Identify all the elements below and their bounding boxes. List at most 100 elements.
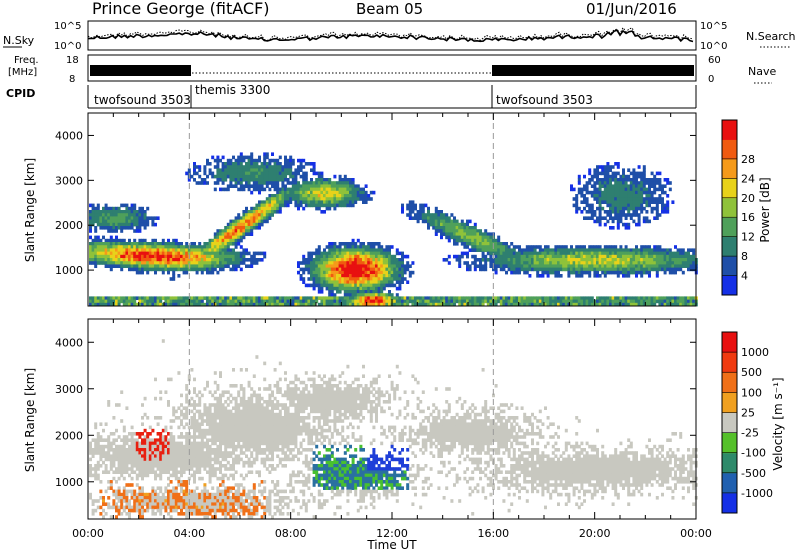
power-cell — [382, 293, 386, 297]
power-cell — [229, 299, 233, 304]
power-cell — [577, 187, 581, 192]
power-cell — [255, 168, 259, 172]
velocity-cell — [125, 470, 129, 474]
power-cell — [276, 190, 280, 195]
power-cell — [453, 235, 456, 240]
colorbar-swatch — [722, 275, 737, 296]
velocity-cell — [138, 499, 142, 503]
power-cell — [336, 184, 339, 188]
power-cell — [590, 174, 594, 179]
power-cell — [624, 213, 628, 217]
power-cell — [224, 264, 228, 268]
power-cell — [286, 299, 290, 304]
power-cell — [89, 251, 92, 256]
velocity-cell — [148, 448, 152, 452]
power-cell — [567, 299, 571, 304]
velocity-cell — [177, 464, 181, 468]
power-cell — [427, 206, 430, 211]
velocity-cell — [122, 428, 126, 433]
power-cell — [588, 264, 592, 268]
power-cell — [619, 203, 623, 208]
power-cell — [598, 219, 602, 224]
power-cell — [541, 274, 545, 278]
power-cell — [154, 299, 157, 304]
power-cell — [629, 206, 633, 211]
velocity-cell — [102, 454, 105, 458]
velocity-cell — [164, 496, 168, 500]
power-cell — [453, 226, 456, 230]
power-cell — [564, 261, 568, 265]
power-cell — [674, 299, 677, 304]
power-cell — [349, 277, 352, 281]
power-cell — [380, 283, 384, 288]
power-cell — [606, 187, 610, 192]
power-cell — [221, 181, 225, 185]
power-cell — [198, 302, 202, 307]
power-cell — [369, 283, 373, 288]
power-cell — [580, 302, 584, 307]
velocity-cell — [102, 499, 105, 503]
power-cell — [213, 181, 217, 185]
power-cell — [289, 165, 293, 169]
power-cell — [216, 299, 220, 304]
power-cell — [273, 158, 277, 163]
power-cell — [596, 251, 599, 256]
freq-label-1: Freq. — [14, 55, 39, 66]
velocity-cell — [167, 403, 170, 407]
power-cell — [598, 299, 602, 304]
power-cell — [559, 267, 563, 272]
power-cell — [169, 302, 173, 307]
power-cell — [242, 222, 246, 227]
power-cell — [679, 254, 683, 259]
power-cell — [603, 165, 607, 169]
power-cell — [164, 248, 168, 252]
power-cell — [382, 270, 386, 275]
power-cell — [182, 302, 186, 307]
power-cell — [109, 206, 113, 211]
power-cell — [531, 299, 534, 304]
power-cell — [294, 184, 298, 188]
power-cell — [120, 210, 124, 214]
power-cell — [284, 200, 287, 204]
power-cell — [460, 235, 464, 240]
velocity-cell — [91, 499, 95, 503]
power-cell — [557, 302, 560, 307]
power-cell — [611, 203, 615, 208]
power-cell — [507, 264, 511, 268]
power-cell — [414, 206, 417, 211]
velocity-cell — [125, 505, 129, 510]
power-cell — [590, 210, 594, 214]
power-cell — [632, 270, 636, 275]
power-cell — [349, 290, 352, 294]
power-cell — [128, 210, 131, 214]
power-cell — [653, 302, 657, 307]
power-cell — [273, 181, 277, 185]
power-cell — [377, 280, 381, 284]
power-cell — [336, 264, 339, 268]
power-cell — [536, 267, 540, 272]
power-cell — [323, 210, 326, 214]
power-cell — [518, 248, 521, 252]
power-cell — [164, 299, 168, 304]
power-cell — [611, 270, 615, 275]
power-cell — [676, 267, 680, 272]
power-cell — [346, 248, 350, 252]
power-cell — [411, 216, 415, 220]
power-cell — [593, 210, 597, 214]
power-cell — [359, 299, 363, 304]
power-cell — [359, 296, 363, 300]
power-cell — [169, 242, 173, 246]
power-cell — [653, 248, 657, 252]
power-cell — [505, 296, 508, 300]
velocity-cell — [120, 502, 124, 506]
power-cell — [115, 302, 118, 307]
power-cell — [616, 254, 620, 259]
power-cell — [624, 296, 628, 300]
power-cell — [351, 248, 355, 252]
power-cell — [427, 216, 430, 220]
power-cell — [268, 162, 272, 166]
power-cell — [315, 283, 319, 288]
power-cell — [255, 165, 259, 169]
power-cell — [679, 251, 683, 256]
power-cell — [458, 299, 462, 304]
